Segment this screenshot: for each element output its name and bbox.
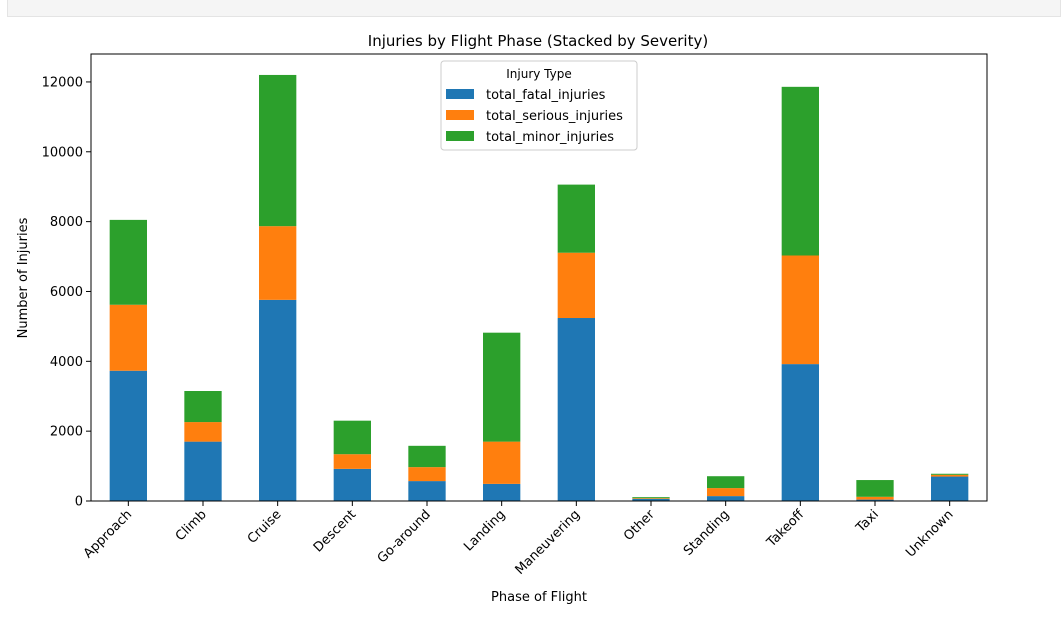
x-tick-label: Unknown xyxy=(903,507,956,560)
y-tick-label: 2000 xyxy=(50,425,83,440)
y-axis: 0 2000 4000 6000 8000 10000 12000 xyxy=(42,75,91,510)
x-tick-label: Climb xyxy=(173,507,210,544)
bar-taxi-total-serious-injuries xyxy=(856,496,894,500)
x-tick-label: Descent xyxy=(311,507,359,555)
x-tick-label: Landing xyxy=(461,507,508,554)
bar-go-around-total-minor-injuries xyxy=(408,445,446,468)
legend-label: total_fatal_injuries xyxy=(486,88,606,103)
bar-approach-total-serious-injuries xyxy=(109,304,147,371)
chart-title: Injuries by Flight Phase (Stacked by Sev… xyxy=(368,32,708,50)
x-tick-label: Cruise xyxy=(245,507,285,547)
legend-swatch xyxy=(446,131,474,141)
bar-standing-total-serious-injuries xyxy=(707,488,745,497)
bars-group xyxy=(109,74,969,501)
bar-maneuvering-total-serious-injuries xyxy=(557,252,595,319)
x-tick-label: Takeoff xyxy=(764,506,808,550)
bar-go-around-total-serious-injuries xyxy=(408,467,446,482)
bar-takeoff-total-fatal-injuries xyxy=(781,364,819,501)
legend-label: total_minor_injuries xyxy=(486,130,614,145)
bar-unknown-total-serious-injuries xyxy=(931,474,969,477)
bar-descent-total-minor-injuries xyxy=(333,420,371,455)
y-axis-label: Number of Injuries xyxy=(16,217,31,338)
legend-swatch xyxy=(446,110,474,120)
x-tick-label: Other xyxy=(621,507,658,544)
bar-standing-total-fatal-injuries xyxy=(707,496,745,501)
bar-go-around-total-fatal-injuries xyxy=(408,481,446,501)
bar-climb-total-minor-injuries xyxy=(184,391,222,423)
legend: Injury Type total_fatal_injuries total_se… xyxy=(440,60,638,151)
bar-descent-total-fatal-injuries xyxy=(333,468,371,501)
y-tick-label: 8000 xyxy=(50,215,83,230)
bar-landing-total-minor-injuries xyxy=(483,332,521,442)
bar-climb-total-fatal-injuries xyxy=(184,441,222,501)
bar-cruise-total-fatal-injuries xyxy=(259,299,297,501)
bar-takeoff-total-minor-injuries xyxy=(781,86,819,256)
legend-label: total_serious_injuries xyxy=(486,109,623,124)
x-tick-label: Approach xyxy=(81,507,135,561)
x-axis-label: Phase of Flight xyxy=(491,590,587,605)
bar-descent-total-serious-injuries xyxy=(333,454,371,469)
bar-landing-total-fatal-injuries xyxy=(483,483,521,501)
y-tick-label: 4000 xyxy=(50,355,83,370)
legend-swatch xyxy=(446,89,474,99)
y-tick-label: 10000 xyxy=(42,145,83,160)
bar-taxi-total-minor-injuries xyxy=(856,480,894,497)
bar-approach-total-minor-injuries xyxy=(109,219,147,305)
bar-takeoff-total-serious-injuries xyxy=(781,255,819,365)
plot-area-frame xyxy=(90,53,988,502)
bar-unknown-total-fatal-injuries xyxy=(931,476,969,501)
bar-cruise-total-serious-injuries xyxy=(259,226,297,300)
legend-title: Injury Type xyxy=(506,67,572,81)
legend-box xyxy=(440,60,638,151)
y-tick-label: 6000 xyxy=(50,285,83,300)
bar-other-total-minor-injuries xyxy=(632,497,670,499)
bar-other-total-serious-injuries xyxy=(632,498,670,499)
bar-unknown-total-minor-injuries xyxy=(931,473,969,475)
bar-maneuvering-total-minor-injuries xyxy=(557,184,595,253)
bar-maneuvering-total-fatal-injuries xyxy=(557,318,595,501)
x-tick-label: Standing xyxy=(681,507,733,559)
x-tick-label: Go-around xyxy=(375,507,434,566)
bar-landing-total-serious-injuries xyxy=(483,441,521,484)
bar-climb-total-serious-injuries xyxy=(184,422,222,442)
y-tick-label: 12000 xyxy=(42,75,83,90)
bar-taxi-total-fatal-injuries xyxy=(856,499,894,501)
bar-approach-total-fatal-injuries xyxy=(109,370,147,501)
bar-other-total-fatal-injuries xyxy=(632,498,670,501)
y-tick-label: 0 xyxy=(75,495,83,510)
bar-cruise-total-minor-injuries xyxy=(259,74,297,227)
x-tick-label: Maneuvering xyxy=(513,507,584,578)
bar-standing-total-minor-injuries xyxy=(707,476,745,489)
x-axis: Approach Climb Cruise Descent Go-around Landi… xyxy=(81,501,956,578)
x-tick-label: Taxi xyxy=(853,507,882,536)
